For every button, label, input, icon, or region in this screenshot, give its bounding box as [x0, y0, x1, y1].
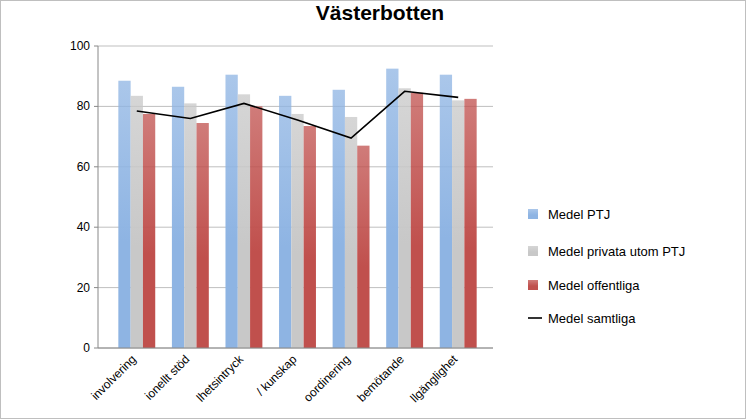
legend-swatch [528, 280, 538, 290]
y-axis [98, 46, 99, 348]
bar [143, 114, 155, 348]
legend-label: Medel samtliga [548, 311, 636, 326]
legend-label: Medel PTJ [548, 207, 610, 222]
bar [118, 81, 130, 348]
title: Västerbotten [316, 1, 444, 24]
tick-mark [94, 166, 98, 167]
plot-area [118, 69, 476, 348]
bar [172, 87, 184, 348]
tick-label: 40 [77, 220, 91, 234]
bar [184, 103, 196, 348]
grid-line [98, 106, 493, 107]
tick-label: 60 [77, 160, 91, 174]
bar [386, 69, 398, 348]
bar [357, 146, 369, 348]
category-label: involvering [88, 352, 138, 402]
category-label: bemötande [354, 352, 407, 405]
legend-swatch [528, 317, 542, 319]
chart-container: Västerbotten 0 20 40 60 80 100 involveringionel… [0, 0, 746, 419]
bar [238, 94, 250, 348]
bar [398, 88, 410, 348]
grid-line [98, 348, 493, 349]
bar [411, 93, 423, 348]
bar [440, 75, 452, 348]
tick-mark [94, 46, 98, 47]
legend-label: Medel offentliga [548, 278, 640, 293]
tick-label: 100 [70, 39, 90, 53]
tick-mark [94, 348, 98, 349]
bar [291, 114, 303, 348]
tick-mark [94, 106, 98, 107]
x-axis [98, 348, 493, 349]
legend-label: Medel privata utom PTJ [548, 244, 685, 259]
tick-label: 80 [77, 99, 91, 113]
category-label: ionellt stöd [142, 352, 192, 402]
bar [452, 100, 464, 348]
tick-label: 0 [83, 341, 90, 355]
bar [279, 96, 291, 348]
chart-svg: Västerbotten 0 20 40 60 80 100 involveringionel… [0, 0, 746, 419]
bar [131, 96, 143, 348]
category-label: lhetsintryck [194, 352, 247, 405]
bar [333, 90, 345, 348]
bar [464, 99, 476, 348]
category-label: / kunskap [253, 352, 299, 398]
bar [225, 75, 237, 348]
bar [304, 126, 316, 348]
line [137, 91, 458, 138]
grid-line [98, 46, 493, 47]
tick-label: 20 [77, 281, 91, 295]
category-label: oordinering [301, 352, 353, 404]
frame [1, 1, 746, 419]
legend-swatch [528, 246, 538, 256]
legend-swatch [528, 209, 538, 219]
tick-mark [94, 227, 98, 228]
bar [345, 117, 357, 348]
category-label: llgänglighet [408, 352, 461, 405]
bar [197, 123, 209, 348]
bar [250, 106, 262, 348]
tick-mark [94, 287, 98, 288]
